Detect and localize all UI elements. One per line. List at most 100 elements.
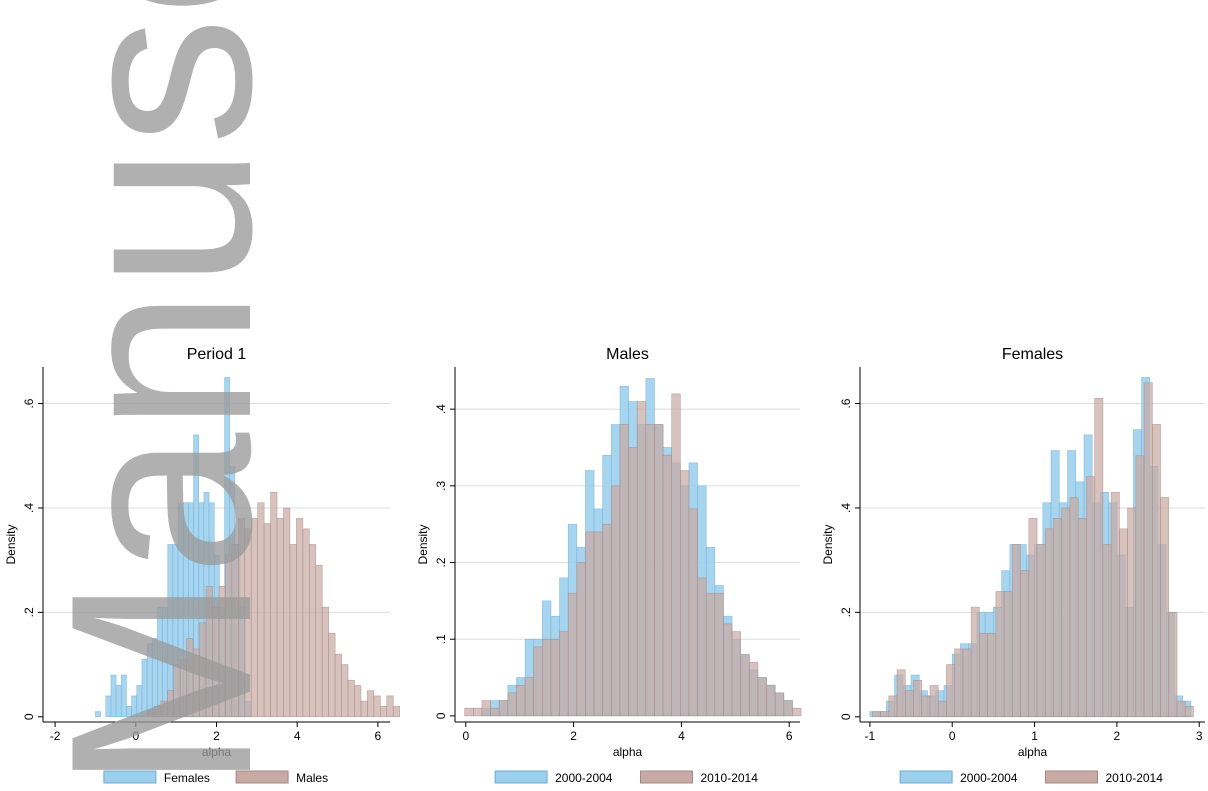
histogram-bar bbox=[1127, 507, 1137, 718]
histogram-bar bbox=[995, 591, 1005, 718]
histogram-bar bbox=[979, 632, 988, 718]
legend: 2000-2004 2010-2014 bbox=[494, 770, 759, 785]
histogram-bar bbox=[1135, 455, 1145, 718]
x-tick-label: 2 bbox=[570, 729, 577, 743]
chart-title: Males bbox=[606, 346, 649, 363]
histogram-bar bbox=[880, 711, 890, 718]
histogram-bar bbox=[1077, 518, 1087, 718]
histogram-bar bbox=[490, 707, 500, 717]
histogram-bar bbox=[619, 424, 629, 717]
x-tick-label: 4 bbox=[294, 729, 301, 743]
histogram-bar bbox=[481, 700, 491, 717]
histogram-bar bbox=[341, 664, 349, 718]
histogram-bar bbox=[1094, 398, 1104, 718]
histogram-bar bbox=[783, 700, 793, 717]
histogram-bar bbox=[757, 677, 767, 717]
histogram-bar bbox=[872, 711, 881, 718]
histogram-bar bbox=[792, 707, 802, 717]
histogram-bar bbox=[373, 695, 381, 718]
series-2010-2014 bbox=[872, 382, 1194, 718]
histogram-bar bbox=[1176, 700, 1186, 718]
histogram-bar bbox=[328, 632, 336, 718]
histogram-bar bbox=[1003, 591, 1013, 718]
histogram-bar bbox=[498, 700, 509, 717]
histogram-bar bbox=[602, 523, 612, 717]
x-tick-label: -1 bbox=[865, 729, 876, 743]
chart-panel-1: -2 0 2 4 6 0 .2 .4 .6 Period 1 alpha Density Females… bbox=[4, 346, 400, 785]
x-tick-label: 1 bbox=[1031, 729, 1038, 743]
histogram-bar bbox=[705, 592, 716, 717]
histogram-bar bbox=[1020, 570, 1030, 718]
y-axis-label: Density bbox=[821, 524, 835, 564]
legend: 2000-2004 2010-2014 bbox=[899, 770, 1164, 785]
histogram-bar bbox=[929, 685, 939, 718]
histogram-bar bbox=[1061, 507, 1071, 718]
histogram-bar bbox=[347, 679, 355, 718]
histogram-bar bbox=[386, 695, 394, 718]
y-axis-label: Density bbox=[4, 524, 18, 564]
histogram-bar bbox=[888, 695, 898, 718]
histogram-bar bbox=[904, 690, 914, 718]
histogram-bar bbox=[954, 648, 964, 718]
histogram-bar bbox=[567, 592, 578, 717]
histogram-bar bbox=[749, 661, 759, 717]
histogram-bar bbox=[1053, 518, 1063, 718]
histogram-bar bbox=[654, 424, 664, 717]
histogram-bar bbox=[1152, 424, 1161, 718]
x-tick-label: 6 bbox=[375, 729, 382, 743]
histogram-bar bbox=[987, 632, 997, 718]
legend-label: 2010-2014 bbox=[701, 771, 759, 785]
histogram-bar bbox=[774, 692, 785, 717]
histogram-bar bbox=[360, 700, 368, 718]
y-tick-label: 0 bbox=[839, 713, 853, 720]
histogram-bar bbox=[896, 669, 906, 718]
x-tick-label: -2 bbox=[50, 729, 61, 743]
legend-swatch bbox=[103, 770, 157, 784]
histogram-bar bbox=[507, 692, 517, 717]
histogram-bar bbox=[1184, 706, 1194, 718]
x-tick-label: 6 bbox=[786, 729, 793, 743]
legend-label: 2000-2004 bbox=[555, 771, 613, 785]
y-tick-label: .2 bbox=[22, 607, 36, 617]
y-tick-label: 0 bbox=[434, 712, 448, 719]
histogram-bar bbox=[611, 485, 621, 717]
histogram-bar bbox=[576, 562, 586, 717]
histogram-bar bbox=[962, 648, 972, 718]
histogram-bar bbox=[766, 684, 776, 717]
histogram-bar bbox=[628, 447, 638, 717]
histogram-bar bbox=[334, 653, 342, 718]
histogram-bar bbox=[1160, 497, 1170, 718]
histogram-bar bbox=[1119, 528, 1128, 718]
legend-swatch bbox=[899, 770, 953, 784]
histogram-bar bbox=[473, 707, 483, 717]
y-tick-label: .3 bbox=[434, 481, 448, 491]
histogram-bar bbox=[1102, 544, 1112, 718]
histogram-bar bbox=[95, 711, 101, 718]
manuscript-watermark: Manuscript bbox=[16, 0, 306, 791]
histogram-bar bbox=[516, 684, 526, 717]
histogram-bar bbox=[697, 577, 707, 717]
histogram-bar bbox=[354, 685, 362, 718]
histogram-bar bbox=[636, 401, 647, 717]
x-tick-label: 0 bbox=[949, 729, 956, 743]
legend-swatch bbox=[235, 770, 289, 784]
histogram-bar bbox=[731, 631, 742, 717]
x-axis-label: alpha bbox=[613, 745, 643, 759]
legend: Females Males bbox=[103, 770, 328, 785]
y-tick-label: 0 bbox=[22, 713, 36, 720]
histogram-bar bbox=[937, 700, 947, 718]
histogram-bar bbox=[1028, 518, 1038, 718]
histogram-bar bbox=[645, 424, 655, 717]
series-males bbox=[147, 491, 400, 718]
x-tick-label: 0 bbox=[462, 729, 469, 743]
legend-swatch bbox=[494, 770, 548, 784]
histogram-bar bbox=[1143, 382, 1153, 718]
y-tick-label: .2 bbox=[839, 607, 853, 617]
legend-swatch bbox=[1045, 770, 1098, 784]
histogram-bar bbox=[1110, 491, 1120, 718]
legend-label: 2010-2014 bbox=[1106, 771, 1164, 785]
histogram-bar bbox=[1069, 497, 1079, 718]
y-tick-label: .4 bbox=[839, 503, 853, 513]
y-tick-label: .4 bbox=[22, 503, 36, 513]
